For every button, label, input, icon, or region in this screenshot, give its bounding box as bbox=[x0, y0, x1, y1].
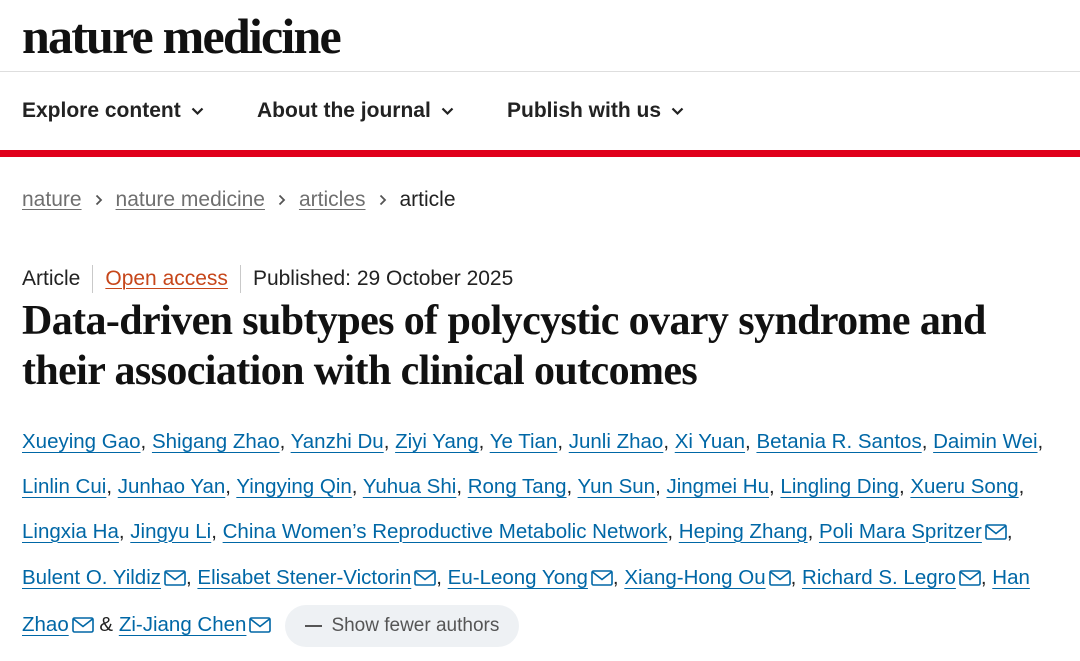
author-link[interactable]: Junhao Yan bbox=[117, 474, 226, 498]
chevron-right-icon bbox=[379, 194, 387, 206]
breadcrumb-current: article bbox=[399, 188, 456, 211]
author-link[interactable]: Xueying Gao bbox=[22, 430, 141, 453]
mail-icon[interactable] bbox=[71, 605, 94, 650]
author-separator: , bbox=[566, 474, 578, 498]
author-separator: , bbox=[279, 430, 291, 453]
author-link[interactable]: Shigang Zhao bbox=[151, 430, 280, 453]
article-meta: Article Open access Published: 29 Octobe… bbox=[22, 264, 513, 294]
author-separator: , bbox=[557, 430, 569, 453]
author-separator: , bbox=[745, 430, 757, 453]
author-separator: , bbox=[898, 474, 911, 498]
nav-label: Publish with us bbox=[507, 99, 662, 122]
author-separator: , bbox=[667, 519, 679, 543]
author-list: Xueying Gao, Shigang Zhao, Yanzhi Du, Zi… bbox=[22, 420, 1067, 650]
author-link[interactable]: Elisabet Stener-Victorin bbox=[197, 566, 412, 590]
author-link[interactable]: Daimin Wei bbox=[933, 430, 1038, 453]
mail-icon[interactable] bbox=[959, 558, 981, 603]
author-separator: , bbox=[663, 430, 675, 453]
author-link[interactable]: Ziyi Yang bbox=[395, 430, 479, 453]
author-separator: , bbox=[140, 430, 152, 453]
author-link[interactable]: Poli Mara Spritzer bbox=[818, 519, 982, 543]
chevron-down-icon bbox=[671, 107, 684, 116]
author-link[interactable]: Yun Sun bbox=[577, 474, 656, 498]
author-link[interactable]: Linlin Cui bbox=[22, 474, 107, 498]
author-separator: , bbox=[383, 430, 396, 453]
article-type: Article bbox=[22, 267, 81, 290]
author-separator: , bbox=[118, 519, 131, 543]
author-link[interactable]: Xiang-Hong Ou bbox=[624, 566, 766, 590]
article-title: Data-driven subtypes of polycystic ovary… bbox=[22, 298, 986, 394]
author-link[interactable]: Bulent O. Yildiz bbox=[22, 566, 162, 590]
author-separator: , bbox=[1018, 474, 1025, 498]
breadcrumb-articles[interactable]: articles bbox=[298, 188, 366, 211]
author-separator: , bbox=[351, 474, 363, 498]
author-link[interactable]: Yuhua Shi bbox=[362, 474, 457, 498]
mail-icon[interactable] bbox=[164, 558, 186, 603]
author-separator: , bbox=[225, 474, 237, 498]
author-link[interactable]: Lingxia Ha bbox=[22, 519, 119, 543]
mail-icon[interactable] bbox=[414, 558, 437, 603]
mail-icon[interactable] bbox=[985, 512, 1007, 557]
chevron-down-icon bbox=[191, 107, 204, 116]
site-header: nature medicine bbox=[0, 0, 1080, 72]
breadcrumb-nature-medicine[interactable]: nature medicine bbox=[115, 188, 265, 211]
main-nav: Explore content About the journal Publis… bbox=[0, 72, 1080, 150]
chevron-right-icon bbox=[95, 194, 103, 206]
author-separator: , bbox=[612, 566, 625, 590]
nav-explore-content[interactable]: Explore content bbox=[22, 72, 204, 150]
author-link[interactable]: Junli Zhao bbox=[568, 430, 664, 453]
author-separator: , bbox=[456, 474, 468, 498]
breadcrumb-nature[interactable]: nature bbox=[22, 188, 82, 211]
meta-divider bbox=[239, 265, 241, 293]
show-fewer-authors-button[interactable]: Show fewer authors bbox=[285, 604, 520, 647]
author-link[interactable]: Betania R. Santos bbox=[756, 430, 922, 453]
author-link[interactable]: Xi Yuan bbox=[674, 430, 746, 453]
author-separator: , bbox=[769, 474, 781, 498]
breadcrumb: nature nature medicine articles article bbox=[22, 186, 456, 214]
author-separator: , bbox=[921, 430, 934, 453]
author-link[interactable]: Heping Zhang bbox=[678, 519, 808, 543]
author-separator: , bbox=[478, 430, 490, 453]
chevron-down-icon bbox=[441, 107, 454, 116]
author-separator: , bbox=[436, 566, 448, 590]
author-link[interactable]: Ye Tian bbox=[489, 430, 558, 453]
author-link[interactable]: Lingling Ding bbox=[780, 474, 899, 498]
author-link[interactable]: China Women’s Reproductive Metabolic Net… bbox=[222, 519, 668, 543]
author-connector: & bbox=[93, 613, 119, 637]
nav-publish-with-us[interactable]: Publish with us bbox=[507, 72, 684, 150]
author-separator: , bbox=[1006, 519, 1013, 543]
show-fewer-label: Show fewer authors bbox=[331, 614, 500, 636]
nav-label: Explore content bbox=[22, 99, 181, 122]
author-separator: , bbox=[1037, 430, 1044, 453]
author-link[interactable]: Yanzhi Du bbox=[290, 430, 384, 453]
author-link[interactable]: Richard S. Legro bbox=[802, 566, 956, 590]
author-link[interactable]: Jingmei Hu bbox=[666, 474, 770, 498]
author-link[interactable]: Han Zhao bbox=[22, 566, 1030, 637]
author-separator: , bbox=[980, 566, 993, 590]
author-link[interactable]: Rong Tang bbox=[467, 474, 567, 498]
mail-icon[interactable] bbox=[591, 558, 613, 603]
author-link[interactable]: Yingying Qin bbox=[236, 474, 352, 498]
author-link[interactable]: Eu-Leong Yong bbox=[447, 566, 588, 590]
chevron-right-icon bbox=[278, 194, 286, 206]
site-logo[interactable]: nature medicine bbox=[22, 8, 342, 64]
author-link[interactable]: Xueru Song bbox=[910, 474, 1019, 498]
mail-icon[interactable] bbox=[249, 605, 272, 650]
author-link[interactable]: Jingyu Li bbox=[130, 519, 212, 543]
mail-icon[interactable] bbox=[768, 558, 791, 603]
author-separator: , bbox=[186, 566, 198, 590]
author-separator: , bbox=[807, 519, 819, 543]
nav-about-journal[interactable]: About the journal bbox=[257, 72, 454, 150]
author-link[interactable]: Zi-Jiang Chen bbox=[118, 613, 247, 637]
meta-divider bbox=[92, 265, 94, 293]
minus-icon bbox=[305, 624, 323, 627]
author-separator: , bbox=[790, 566, 803, 590]
author-separator: , bbox=[211, 519, 223, 543]
author-separator: , bbox=[106, 474, 118, 498]
nav-label: About the journal bbox=[257, 99, 431, 122]
published-date: Published: 29 October 2025 bbox=[252, 267, 514, 290]
open-access-link[interactable]: Open access bbox=[105, 267, 228, 290]
accent-rule bbox=[0, 150, 1080, 157]
author-separator: , bbox=[655, 474, 667, 498]
